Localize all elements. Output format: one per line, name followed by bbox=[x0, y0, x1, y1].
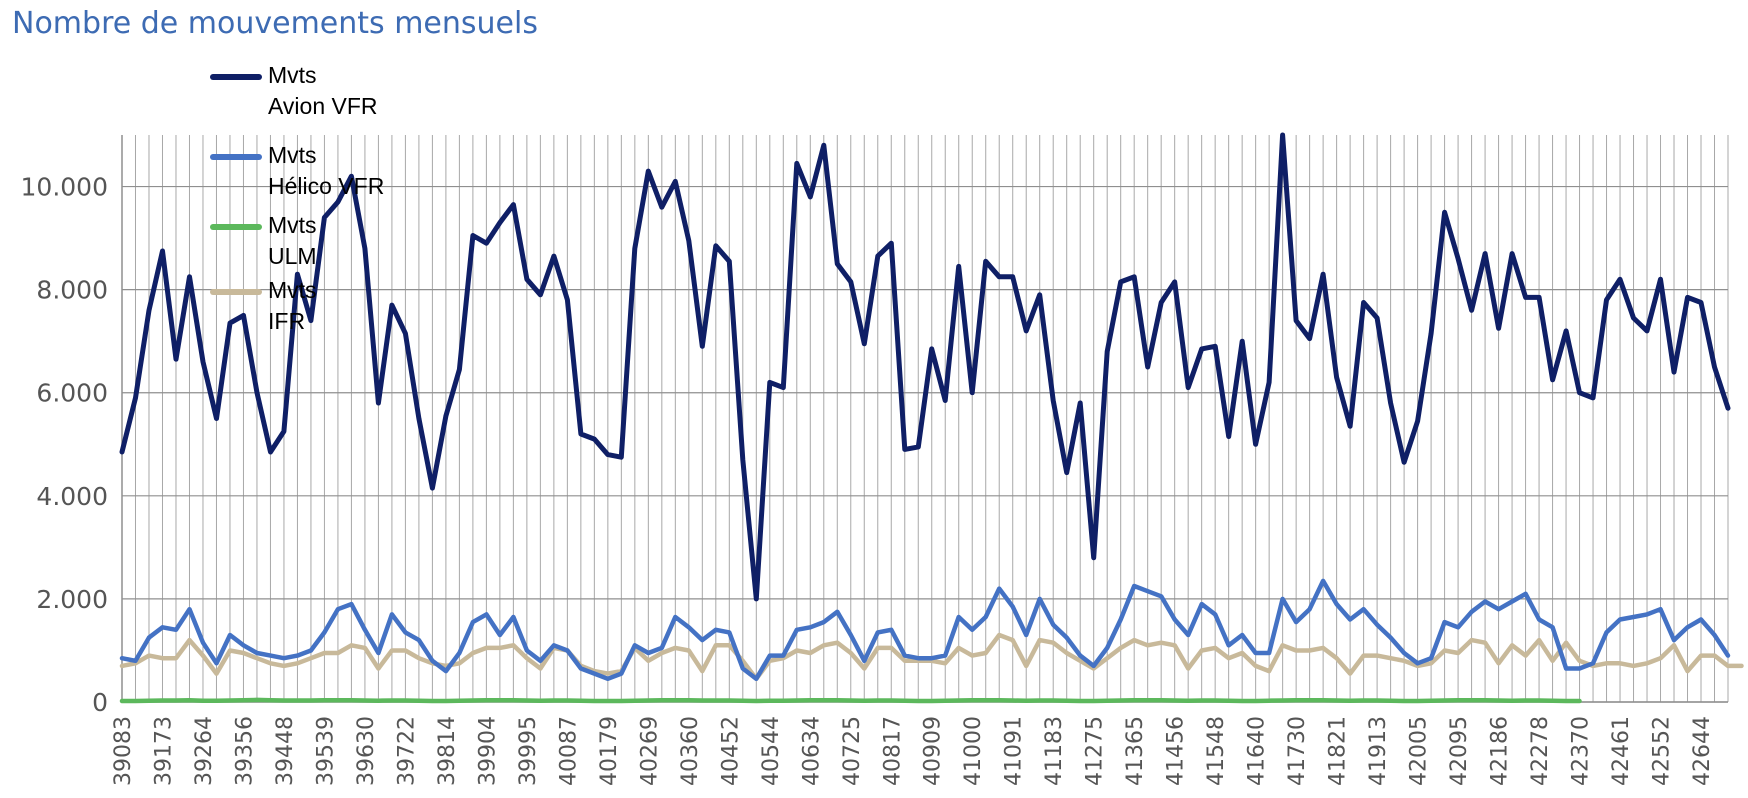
x-tick-label: 42370 bbox=[1569, 716, 1594, 786]
x-tick-label: 40179 bbox=[597, 716, 622, 786]
legend-item: Mvts Hélico VFR bbox=[210, 140, 470, 210]
x-tick-label: 42095 bbox=[1447, 716, 1472, 786]
y-tick-label: 4.000 bbox=[36, 482, 108, 511]
legend-label: Mvts IFR bbox=[268, 277, 317, 334]
x-tick-label: 39630 bbox=[354, 716, 379, 786]
series-line-4 bbox=[119, 632, 1744, 682]
y-tick-label: 0 bbox=[92, 688, 108, 717]
legend-label: Mvts ULM bbox=[268, 212, 317, 269]
x-tick-label: 41183 bbox=[1042, 716, 1067, 786]
series-line-1 bbox=[119, 132, 1731, 602]
x-tick-label: 39539 bbox=[313, 716, 338, 786]
x-tick-label: 42005 bbox=[1407, 716, 1432, 786]
x-tick-label: 40725 bbox=[840, 716, 865, 786]
x-tick-label: 41913 bbox=[1366, 716, 1391, 786]
x-tick-label: 41730 bbox=[1285, 716, 1310, 786]
y-tick-label: 2.000 bbox=[36, 585, 108, 614]
x-tick-label: 41640 bbox=[1245, 716, 1270, 786]
x-tick-label: 42461 bbox=[1609, 716, 1634, 786]
x-tick-label: 41275 bbox=[1083, 716, 1108, 786]
x-tick-label: 40909 bbox=[921, 716, 946, 786]
legend-item: Mvts ULM bbox=[210, 210, 470, 280]
legend-label: Mvts Avion VFR bbox=[268, 62, 378, 119]
x-tick-label: 39173 bbox=[151, 716, 176, 786]
x-tick-label: 41821 bbox=[1326, 716, 1351, 786]
legend-item: Mvts IFR bbox=[210, 275, 470, 345]
x-tick-label: 41548 bbox=[1204, 716, 1229, 786]
x-tick-label: 40544 bbox=[759, 716, 784, 786]
x-tick-label: 42278 bbox=[1528, 716, 1553, 786]
x-tick-label: 39995 bbox=[516, 716, 541, 786]
legend-swatch bbox=[210, 224, 262, 230]
x-tick-labels: 39083 39173 39264 39356 39448 39539 39630 39722… bbox=[111, 716, 1715, 786]
legend-label: Mvts Hélico VFR bbox=[268, 142, 385, 199]
x-tick-label: 41365 bbox=[1123, 716, 1148, 786]
legend-swatch bbox=[210, 154, 262, 160]
x-tick-label: 41456 bbox=[1164, 716, 1189, 786]
y-tick-label: 10.000 bbox=[21, 173, 108, 202]
x-tick-label: 40087 bbox=[556, 716, 581, 786]
x-tick-label: 41091 bbox=[1002, 716, 1027, 786]
x-tick-label: 39904 bbox=[475, 716, 500, 786]
chart-title: Nombre de mouvements mensuels bbox=[12, 6, 538, 41]
series-lines bbox=[119, 132, 1744, 704]
legend-swatch bbox=[210, 289, 262, 295]
series-line-3 bbox=[119, 697, 1582, 704]
x-tick-label: 39356 bbox=[232, 716, 257, 786]
x-tick-label: 39083 bbox=[111, 716, 136, 786]
x-tick-label: 42552 bbox=[1650, 716, 1675, 786]
legend-swatch bbox=[210, 74, 262, 80]
x-tick-label: 40269 bbox=[637, 716, 662, 786]
x-tick-label: 40452 bbox=[718, 716, 743, 786]
x-tick-label: 39814 bbox=[435, 716, 460, 786]
x-tick-label: 39722 bbox=[394, 716, 419, 786]
series-line-2 bbox=[119, 578, 1731, 682]
x-tick-label: 42186 bbox=[1488, 716, 1513, 786]
y-tick-labels: 0 2.000 4.000 6.000 8.000 10.000 bbox=[21, 173, 108, 717]
x-tick-label: 39448 bbox=[273, 716, 298, 786]
y-tick-label: 8.000 bbox=[36, 276, 108, 305]
legend-item: Mvts Avion VFR bbox=[210, 60, 470, 130]
x-tick-label: 40634 bbox=[799, 716, 824, 786]
x-tick-label: 39264 bbox=[192, 716, 217, 786]
x-tick-label: 41000 bbox=[961, 716, 986, 786]
x-tick-label: 40817 bbox=[880, 716, 905, 786]
y-tick-label: 6.000 bbox=[36, 379, 108, 408]
x-tick-label: 42644 bbox=[1690, 716, 1715, 786]
x-tick-label: 40360 bbox=[678, 716, 703, 786]
